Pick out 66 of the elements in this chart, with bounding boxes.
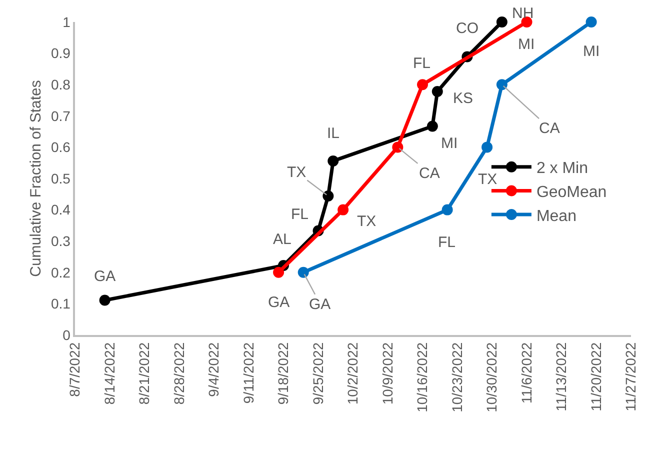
y-tick-label: 0.9 (50, 45, 71, 62)
y-tick-label: 0.7 (50, 108, 71, 124)
point (338, 204, 349, 216)
x-tick-label: 11/6/2022 (518, 342, 534, 404)
point (482, 142, 493, 153)
x-tick-label: 11/13/2022 (553, 342, 570, 412)
y-tick-label: 0 (62, 326, 71, 343)
x-tick-label: 11/20/2022 (588, 342, 604, 412)
x-tick-label: 9/18/2022 (275, 342, 292, 405)
legend-label: GeoMean (536, 184, 607, 201)
annotation: CA (419, 165, 440, 182)
annotation: NH (512, 5, 534, 22)
x-tick-label: 8/14/2022 (101, 342, 118, 405)
legend-label: Mean (536, 208, 576, 225)
annotation: AL (273, 231, 292, 248)
x-tick-label: 9/4/2022 (206, 342, 222, 397)
annotation: FL (438, 234, 456, 251)
y-tick-label: 0.5 (50, 170, 71, 186)
annotation: MI (583, 43, 600, 60)
y-tick-label: 1 (62, 14, 71, 30)
point (99, 294, 110, 306)
point (586, 16, 597, 28)
y-tick-label: 0.8 (50, 76, 71, 92)
annotation: TX (357, 213, 376, 230)
x-tick-label: 10/23/2022 (448, 342, 465, 412)
point (432, 86, 443, 97)
annotation: TX (478, 171, 498, 188)
point (322, 190, 334, 202)
x-tick-label: 9/25/2022 (310, 342, 326, 405)
x-tick-label: 10/30/2022 (484, 342, 500, 412)
annotation: FL (413, 55, 431, 72)
annotation: GA (94, 268, 116, 285)
y-tick-label: 0.1 (50, 296, 71, 312)
y-tick-label: 0.3 (50, 233, 71, 249)
point (496, 79, 508, 90)
y-tick-label: 0.2 (50, 264, 71, 280)
annotation: IL (327, 125, 340, 142)
point (496, 16, 508, 28)
x-tick-label: 11/27/2022 (622, 342, 639, 412)
point (426, 120, 438, 132)
annotation: MI (518, 36, 535, 53)
annotation: CA (539, 120, 560, 137)
point (273, 266, 284, 278)
legend-label: 2 x Min (536, 160, 588, 178)
point (392, 142, 404, 153)
x-tick-label: 10/9/2022 (379, 342, 396, 405)
point (417, 79, 428, 90)
annotation: FL (291, 206, 309, 223)
point (298, 266, 309, 278)
y-axis-title: Cumulative Fraction of States (28, 80, 45, 277)
annotation: GA (268, 294, 290, 311)
y-tick-label: 0.4 (50, 202, 71, 218)
point (442, 204, 453, 216)
x-tick-label: 9/11/2022 (240, 342, 256, 404)
y-tick-label: 0.6 (50, 139, 71, 156)
x-tick-label: 8/28/2022 (170, 342, 187, 405)
annotation: TX (287, 164, 306, 181)
x-tick-label: 10/16/2022 (414, 342, 430, 412)
annotation: KS (453, 90, 474, 107)
x-tick-label: 8/21/2022 (136, 342, 152, 405)
annotation: GA (309, 296, 331, 313)
point (328, 155, 339, 166)
x-tick-label: 10/2/2022 (344, 342, 361, 405)
annotation: MI (441, 135, 458, 152)
x-tick-label: 8/7/2022 (66, 342, 83, 397)
annotation: CO (456, 20, 478, 37)
